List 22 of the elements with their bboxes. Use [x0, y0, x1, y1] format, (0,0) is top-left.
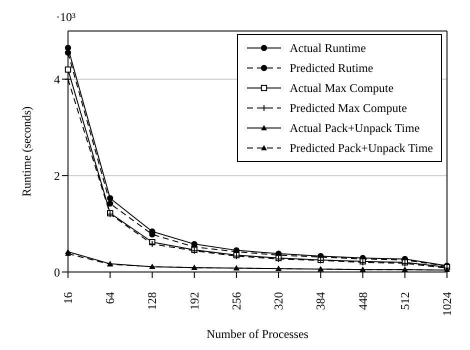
x-tick-label: 512 [398, 292, 412, 310]
x-tick-label: 64 [103, 292, 118, 304]
legend-label: Predicted Rutime [290, 60, 374, 76]
x-tick-label: 128 [145, 292, 160, 310]
x-tick-label: 448 [356, 292, 370, 310]
legend-label: Actual Pack+Unpack Time [290, 120, 420, 136]
x-tick-label: 320 [272, 292, 286, 310]
x-axis-title: Number of Processes [206, 327, 309, 341]
legend-label: Predicted Pack+Unpack Time [290, 140, 433, 156]
x-tick-label: 192 [187, 292, 202, 310]
x-tick-label: 384 [314, 292, 328, 310]
legend-label: Actual Runtime [290, 40, 366, 56]
y-axis-title: Runtime (seconds) [19, 106, 34, 197]
y-tick-label: 4 [54, 72, 60, 86]
legend-label: Predicted Max Compute [290, 100, 407, 116]
text: ·10³ [56, 10, 76, 25]
legend-label: Actual Max Compute [290, 80, 394, 96]
x-tick-label: 16 [61, 292, 75, 304]
y-tick-label: 2 [54, 168, 60, 183]
x-tick-label: 1024 [440, 292, 454, 316]
y-tick-label: 0 [54, 265, 60, 280]
x-tick-label: 256 [229, 292, 244, 310]
